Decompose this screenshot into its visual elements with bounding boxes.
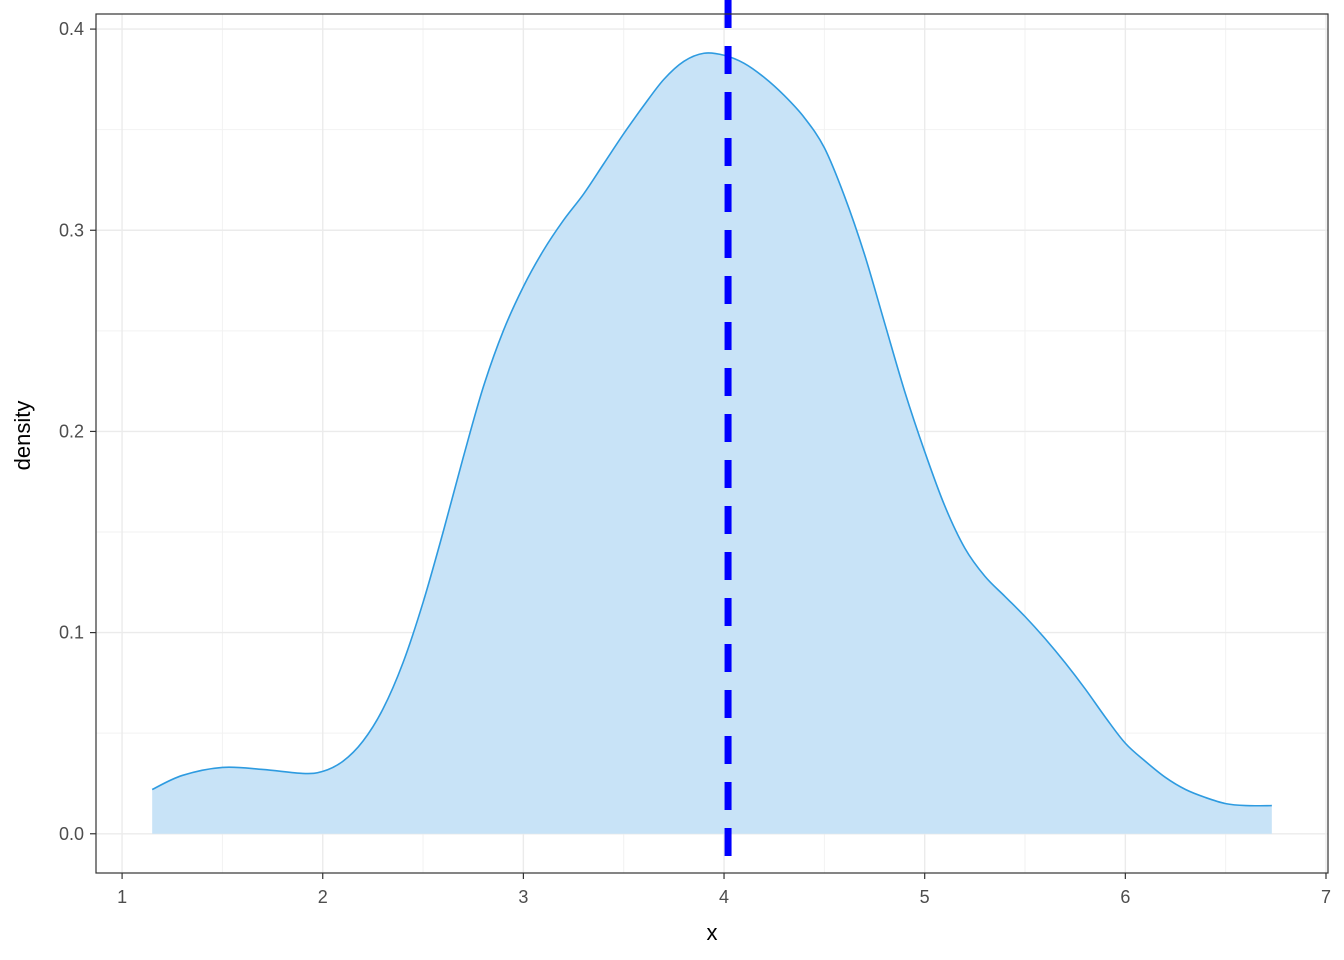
x-tick-label: 6 bbox=[1120, 887, 1130, 907]
x-tick-label: 4 bbox=[719, 887, 729, 907]
y-tick-label: 0.3 bbox=[59, 220, 84, 240]
x-tick-label: 2 bbox=[318, 887, 328, 907]
x-axis-title: x bbox=[707, 920, 718, 945]
density-area bbox=[152, 52, 1272, 834]
x-tick-label: 5 bbox=[920, 887, 930, 907]
density-curve bbox=[151, 52, 1272, 807]
y-axis-title: density bbox=[10, 401, 35, 471]
y-tick-label: 0.4 bbox=[59, 19, 84, 39]
x-tick-label: 1 bbox=[117, 887, 127, 907]
panel-border bbox=[95, 13, 1329, 874]
x-tick-label: 7 bbox=[1321, 887, 1331, 907]
x-axis: 1 2 3 4 5 6 7 bbox=[117, 873, 1331, 907]
y-tick-label: 0.0 bbox=[59, 824, 84, 844]
x-tick-label: 3 bbox=[518, 887, 528, 907]
y-axis: 0.0 0.1 0.2 0.3 0.4 bbox=[59, 19, 96, 844]
y-tick-label: 0.2 bbox=[59, 421, 84, 441]
y-tick-label: 0.1 bbox=[59, 623, 84, 643]
